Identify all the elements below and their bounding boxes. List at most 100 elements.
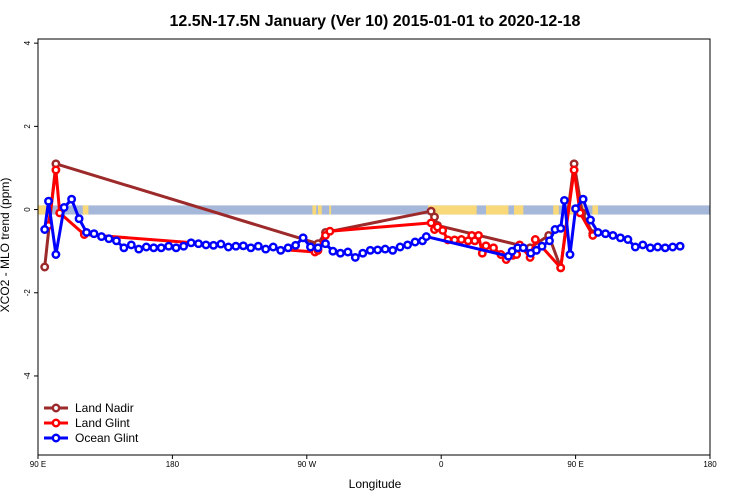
y-tick-label: 0 (23, 207, 32, 212)
land-segment (329, 205, 332, 215)
data-point-land-glint (530, 235, 540, 244)
data-point-ocean-glint (74, 214, 84, 224)
data-point-ocean-glint (565, 250, 575, 259)
data-point-ocean-glint (615, 233, 625, 243)
ocean-band (38, 205, 710, 215)
data-point-ocean-glint (653, 242, 663, 252)
data-point-ocean-glint (373, 245, 383, 255)
data-point-ocean-glint (593, 227, 603, 237)
x-tick-label: 180 (166, 460, 180, 469)
data-point-ocean-glint (164, 241, 174, 251)
data-point-ocean-glint (246, 243, 256, 253)
data-point-ocean-glint (179, 241, 189, 251)
x-tick-label: 90 E (567, 460, 583, 469)
data-point-land-glint (438, 225, 448, 235)
data-point-ocean-glint (134, 244, 144, 254)
data-point-ocean-glint (253, 241, 263, 251)
data-point-ocean-glint (186, 238, 196, 248)
data-point-ocean-glint (141, 242, 151, 252)
y-tick-label: 2 (23, 124, 32, 129)
data-point-ocean-glint (343, 247, 353, 257)
data-point-land-glint (456, 235, 466, 244)
y-tick-label: 4 (23, 40, 32, 45)
data-point-ocean-glint (410, 237, 420, 247)
data-point-ocean-glint (531, 245, 541, 255)
legend-label: Land Glint (75, 416, 130, 430)
data-point-ocean-glint (559, 195, 569, 205)
legend-marker (51, 433, 61, 443)
data-point-land-glint (426, 218, 436, 228)
data-point-ocean-glint (298, 233, 308, 243)
x-tick-label: 90 E (30, 460, 46, 469)
data-point-ocean-glint (586, 215, 595, 225)
data-point-ocean-glint (556, 223, 566, 233)
y-tick-label: -2 (23, 289, 32, 297)
land-segment (486, 205, 509, 215)
data-point-ocean-glint (537, 241, 547, 251)
data-point-ocean-glint (328, 246, 338, 256)
data-point-ocean-glint (335, 248, 345, 258)
data-point-ocean-glint (82, 227, 91, 237)
data-point-land-glint (489, 243, 498, 253)
land-segment (592, 205, 598, 215)
data-point-land-glint (481, 241, 491, 251)
series-ocean-glint (40, 194, 685, 262)
data-point-ocean-glint (545, 236, 554, 246)
data-point-land-glint (556, 263, 566, 273)
data-point-ocean-glint (645, 243, 655, 253)
x-tick-label: 0 (439, 460, 444, 469)
data-point-ocean-glint (608, 230, 618, 240)
land-segment (38, 205, 48, 215)
land-segment (312, 205, 317, 215)
data-point-ocean-glint (388, 245, 398, 255)
data-point-ocean-glint (59, 203, 69, 212)
land-segment (82, 205, 89, 215)
data-point-ocean-glint (276, 245, 286, 255)
legend-label: Ocean Glint (75, 431, 139, 445)
data-point-ocean-glint (156, 243, 166, 253)
data-point-ocean-glint (194, 239, 203, 249)
data-point-ocean-glint (578, 194, 588, 204)
series-layer (40, 159, 685, 273)
data-point-ocean-glint (97, 232, 106, 242)
legend-label: Land Nadir (75, 401, 134, 415)
data-point-ocean-glint (171, 243, 181, 253)
data-point-ocean-glint (126, 240, 136, 250)
legend-item-ocean-glint: Ocean Glint (44, 431, 139, 445)
data-point-ocean-glint (403, 240, 413, 250)
data-point-ocean-glint (89, 229, 99, 239)
data-point-ocean-glint (149, 243, 159, 253)
data-point-ocean-glint (365, 245, 375, 255)
land-segment (318, 205, 322, 215)
legend-item-land-glint: Land Glint (44, 416, 130, 430)
land-segment (428, 205, 477, 215)
data-point-ocean-glint (421, 232, 431, 242)
data-point-ocean-glint (306, 242, 315, 252)
data-point-ocean-glint (238, 241, 248, 251)
data-point-ocean-glint (291, 240, 301, 250)
data-point-ocean-glint (104, 234, 114, 244)
y-axis-label: XCO2 - MLO trend (ppm) (0, 178, 12, 313)
data-point-ocean-glint (518, 243, 528, 253)
data-point-ocean-glint (395, 242, 405, 252)
data-point-ocean-glint (623, 235, 633, 244)
y-tick-label: -4 (23, 372, 32, 380)
data-point-land-glint (474, 230, 483, 240)
data-point-ocean-glint (601, 229, 610, 239)
data-point-ocean-glint (630, 242, 640, 252)
x-axis: 90 E 180 90 W 0 90 E 180 (30, 455, 717, 469)
land-segment (514, 205, 524, 215)
data-point-ocean-glint (209, 240, 218, 250)
data-point-ocean-glint (51, 250, 61, 259)
data-point-ocean-glint (119, 243, 129, 253)
data-point-ocean-glint (380, 244, 390, 254)
data-point-ocean-glint (111, 236, 121, 246)
data-point-ocean-glint (40, 225, 50, 234)
x-tick-label: 180 (703, 460, 717, 469)
data-point-land-glint (325, 226, 335, 236)
data-point-ocean-glint (223, 242, 233, 252)
legend-marker (51, 418, 61, 428)
data-point-ocean-glint (638, 240, 648, 250)
data-point-ocean-glint (201, 240, 211, 250)
data-point-ocean-glint (321, 239, 330, 249)
